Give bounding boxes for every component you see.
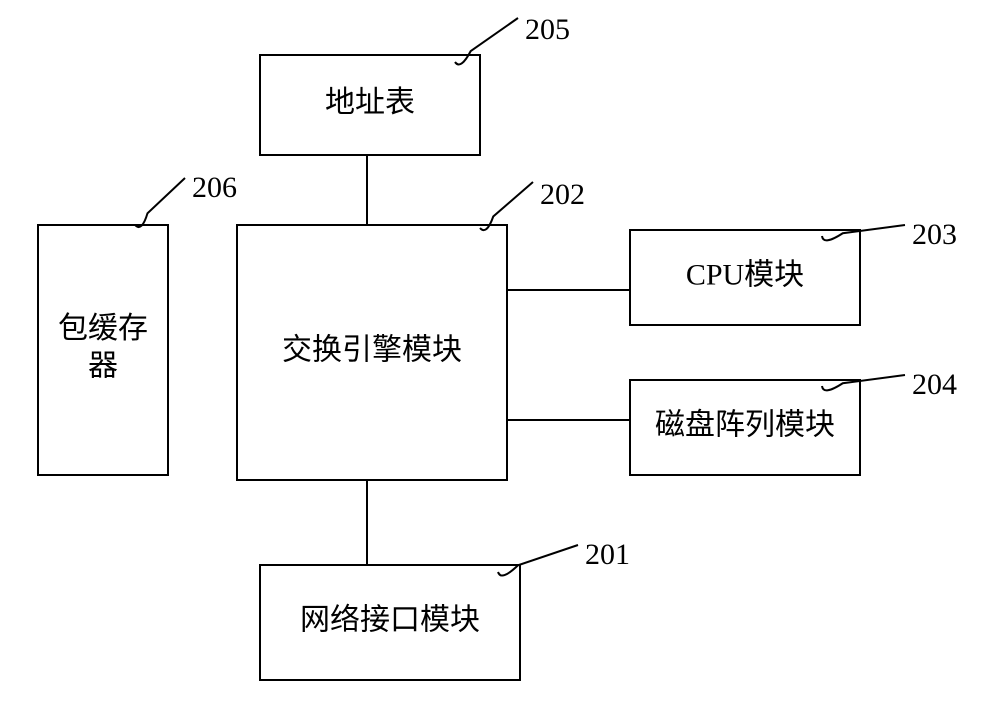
leader-line <box>455 18 518 64</box>
block-n203: CPU模块 203 <box>630 218 957 325</box>
block-n202: 交换引擎模块 202 <box>237 178 585 480</box>
leader-line <box>480 182 533 230</box>
reference-number: 201 <box>585 538 630 571</box>
reference-number: 203 <box>912 218 957 251</box>
leader-line <box>822 375 905 390</box>
block-label: 磁盘阵列模块 <box>655 408 835 441</box>
block-n205: 地址表 205 <box>260 13 570 155</box>
block-label: 地址表 <box>325 86 415 119</box>
block-n206: 包缓存器 206 <box>38 171 237 475</box>
reference-number: 206 <box>192 171 237 204</box>
reference-number: 204 <box>912 368 957 401</box>
block-label: CPU模块 <box>686 258 804 291</box>
block-label: 网络接口模块 <box>300 603 480 636</box>
reference-number: 205 <box>525 13 570 46</box>
block-n201: 网络接口模块 201 <box>260 538 630 680</box>
leader-line <box>135 178 185 227</box>
leader-line <box>498 545 578 575</box>
block-label: 包缓存 <box>58 312 148 345</box>
block-n204: 磁盘阵列模块 204 <box>630 368 957 475</box>
block-label: 器 <box>88 350 118 383</box>
reference-number: 202 <box>540 178 585 211</box>
block-label: 交换引擎模块 <box>282 333 462 366</box>
leader-line <box>822 225 905 240</box>
